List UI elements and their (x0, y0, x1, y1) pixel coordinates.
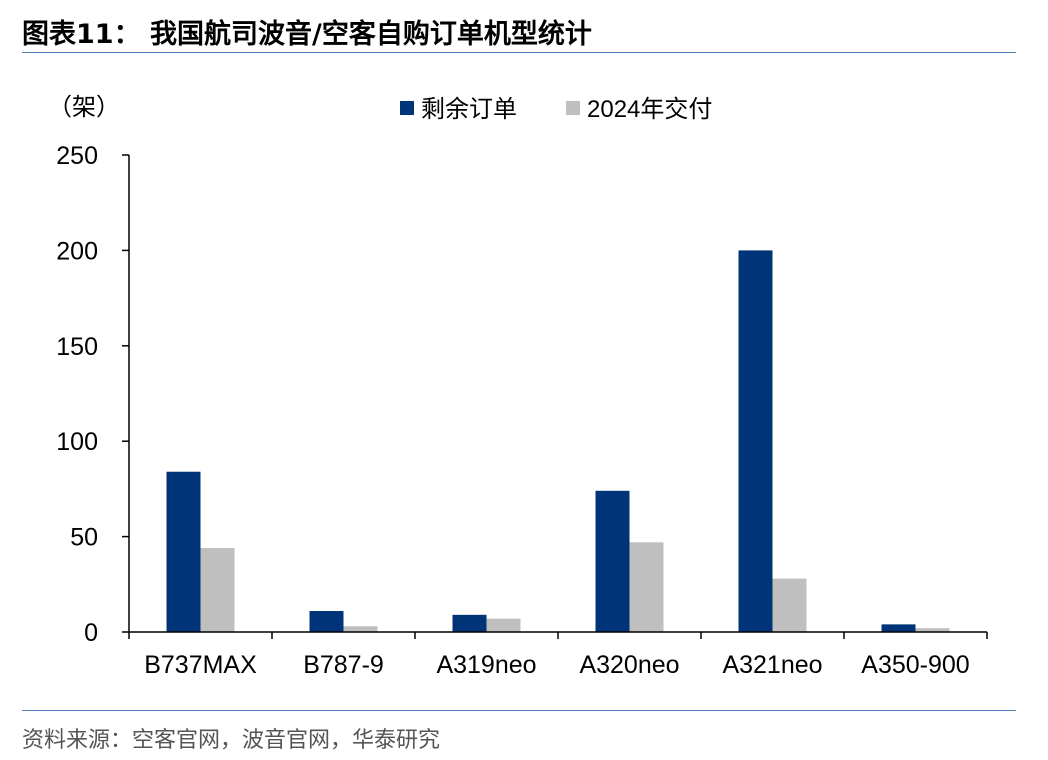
legend-label: 剩余订单 (421, 96, 517, 123)
bar-remaining-orders-a321neo (738, 250, 773, 632)
x-tick-label: B787-9 (303, 651, 384, 679)
bar-deliveries-2024-a320neo (629, 542, 664, 632)
source-note: 资料来源：空客官网，波音官网，华泰研究 (22, 728, 441, 753)
bars (166, 250, 950, 632)
figure-title: 图表11： 我国航司波音/空客自购订单机型统计 (22, 19, 592, 50)
y-axis: 0 50 100 150 200 250 (56, 142, 130, 647)
title-divider (22, 52, 1016, 53)
legend: 剩余订单 2024年交付 (400, 96, 712, 123)
x-tick-label: A320neo (579, 651, 679, 679)
y-axis-unit-label: （架） (48, 94, 120, 121)
bar-deliveries-2024-b787-9 (343, 626, 378, 632)
source-divider (22, 710, 1016, 711)
y-tick-label: 250 (56, 142, 98, 170)
legend-swatch (400, 101, 414, 115)
bar-deliveries-2024-b737max (200, 548, 235, 632)
bar-remaining-orders-a320neo (595, 490, 630, 632)
y-tick-label: 150 (56, 333, 98, 361)
y-tick-label: 100 (56, 428, 98, 456)
bar-remaining-orders-b787-9 (309, 611, 344, 632)
x-tick-label: A350-900 (861, 651, 969, 679)
y-tick-label: 50 (70, 524, 98, 552)
y-tick-label: 0 (84, 619, 98, 647)
x-axis: B737MAX B787-9 A319neo A320neo A321neo A350-9… (128, 631, 988, 679)
x-tick-label: B737MAX (144, 651, 257, 679)
x-tick-label: A319neo (436, 651, 536, 679)
legend-swatch (566, 101, 580, 115)
bar-remaining-orders-a319neo (452, 614, 487, 632)
bar-deliveries-2024-a319neo (486, 618, 521, 632)
legend-label: 2024年交付 (587, 96, 712, 123)
bar-deliveries-2024-a321neo (772, 578, 807, 632)
bar-deliveries-2024-a350-900 (915, 628, 950, 632)
bar-remaining-orders-b737max (166, 471, 201, 632)
x-tick-label: A321neo (722, 651, 822, 679)
bar-remaining-orders-a350-900 (881, 624, 916, 632)
y-tick-label: 200 (56, 237, 98, 265)
